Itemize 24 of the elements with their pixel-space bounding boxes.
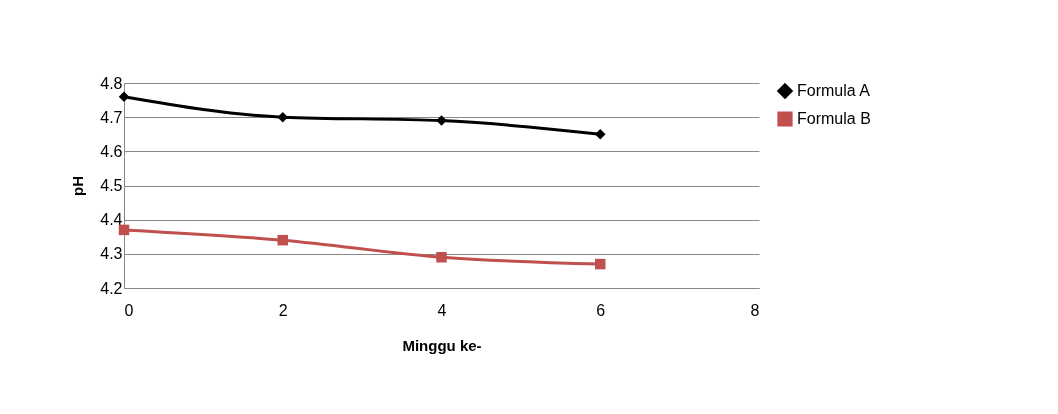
point [595,129,606,140]
y-tick-label: 4.8 [100,74,123,92]
x-tick-label: 4 [437,301,447,319]
legend-label: Formula A [797,82,871,99]
x-tick-label: 6 [596,301,606,319]
y-tick-label: 4.3 [100,245,123,263]
y-tick-label: 4.7 [100,108,123,126]
y-tick-label: 4.2 [100,279,123,297]
y-tick-label: 4.5 [100,177,123,194]
x-tick-label: 8 [750,301,760,319]
point [436,115,447,126]
point [118,91,130,102]
x-tick-label: 2 [278,301,288,319]
x-tick-label: 0 [124,301,134,319]
y-tick-label: 4.6 [100,142,123,160]
x-axis-title: Minggu ke- [402,336,482,354]
point [595,258,606,270]
legend-label: Formula B [797,110,871,127]
y-axis-title: pH [69,176,87,196]
point [277,234,288,246]
point [436,252,447,263]
point [118,224,130,236]
y-tick-label: 4.4 [100,211,123,229]
point [277,111,288,123]
